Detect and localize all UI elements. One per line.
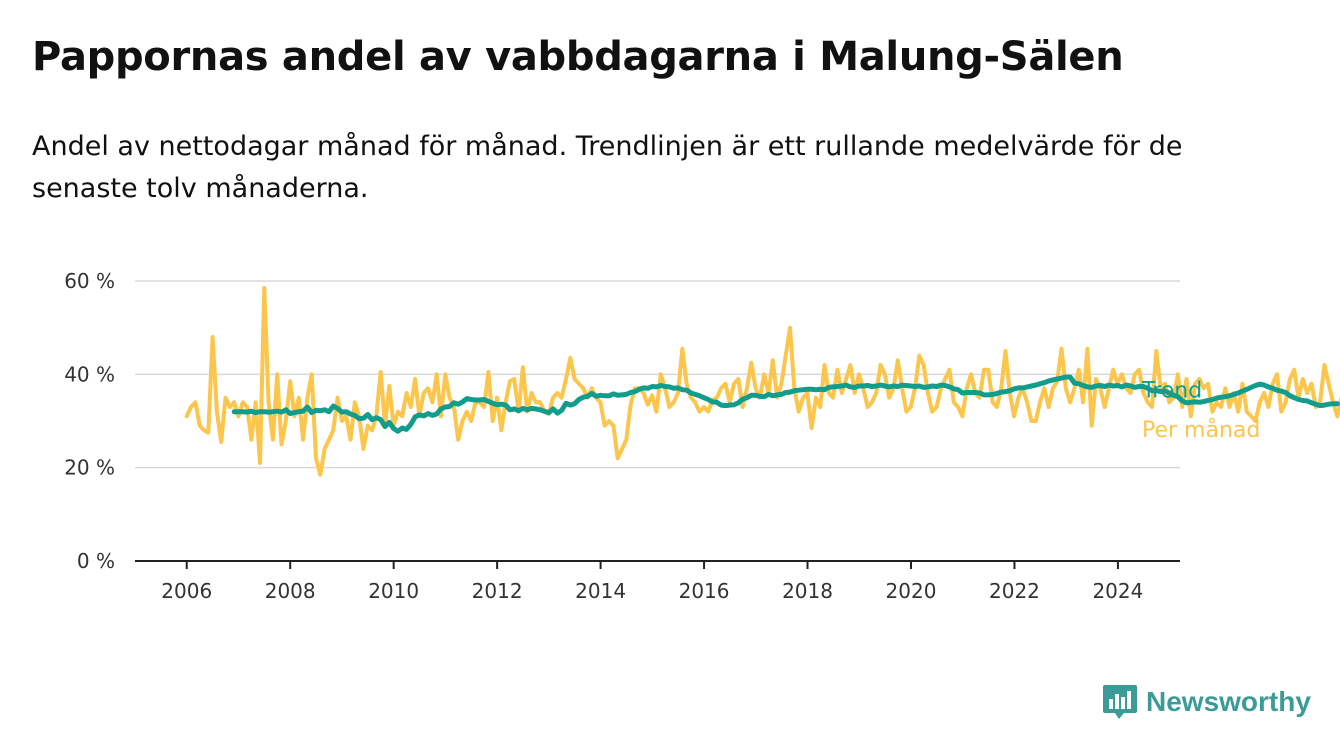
x-tick-label: 2022 bbox=[989, 579, 1040, 603]
x-tick-label: 2014 bbox=[575, 579, 626, 603]
y-tick-label: 40 % bbox=[64, 362, 115, 386]
newsworthy-logo: Newsworthy bbox=[1102, 683, 1311, 721]
x-tick-label: 2018 bbox=[782, 579, 833, 603]
series-lines bbox=[184, 286, 1340, 477]
brand-chart-icon bbox=[1103, 685, 1137, 719]
x-tick-label: 2016 bbox=[679, 579, 730, 603]
x-tick-label: 2020 bbox=[886, 579, 937, 603]
x-axis: 2006 2008 2010 2012 2014 2016 2018 2020 2022 2024 bbox=[135, 560, 1180, 603]
chart-subtitle: Andel av nettodagar månad för månad. Tre… bbox=[32, 131, 1183, 204]
x-tick-label: 2024 bbox=[1092, 579, 1143, 603]
y-tick-label: 0 % bbox=[77, 549, 115, 573]
x-tick-label: 2010 bbox=[368, 579, 419, 603]
y-axis-ticks: 0 % 20 % 40 % 60 % bbox=[64, 269, 115, 573]
y-tick-label: 60 % bbox=[64, 269, 115, 293]
x-tick-label: 2006 bbox=[161, 579, 212, 603]
series-labels: Per månad Trend bbox=[1141, 379, 1260, 443]
series-label-trend: Trend bbox=[1141, 379, 1202, 404]
x-tick-label: 2012 bbox=[472, 579, 523, 603]
series-line-per-manad bbox=[184, 286, 1340, 477]
x-tick-label: 2008 bbox=[265, 579, 316, 603]
series-line-trend bbox=[231, 374, 1340, 434]
gridlines bbox=[135, 280, 1180, 469]
chart-title: Pappornas andel av vabbdagarna i Malung-… bbox=[32, 34, 1124, 80]
series-label-per-manad: Per månad bbox=[1142, 417, 1260, 443]
brand-name: Newsworthy bbox=[1146, 686, 1311, 717]
y-tick-label: 20 % bbox=[64, 456, 115, 480]
